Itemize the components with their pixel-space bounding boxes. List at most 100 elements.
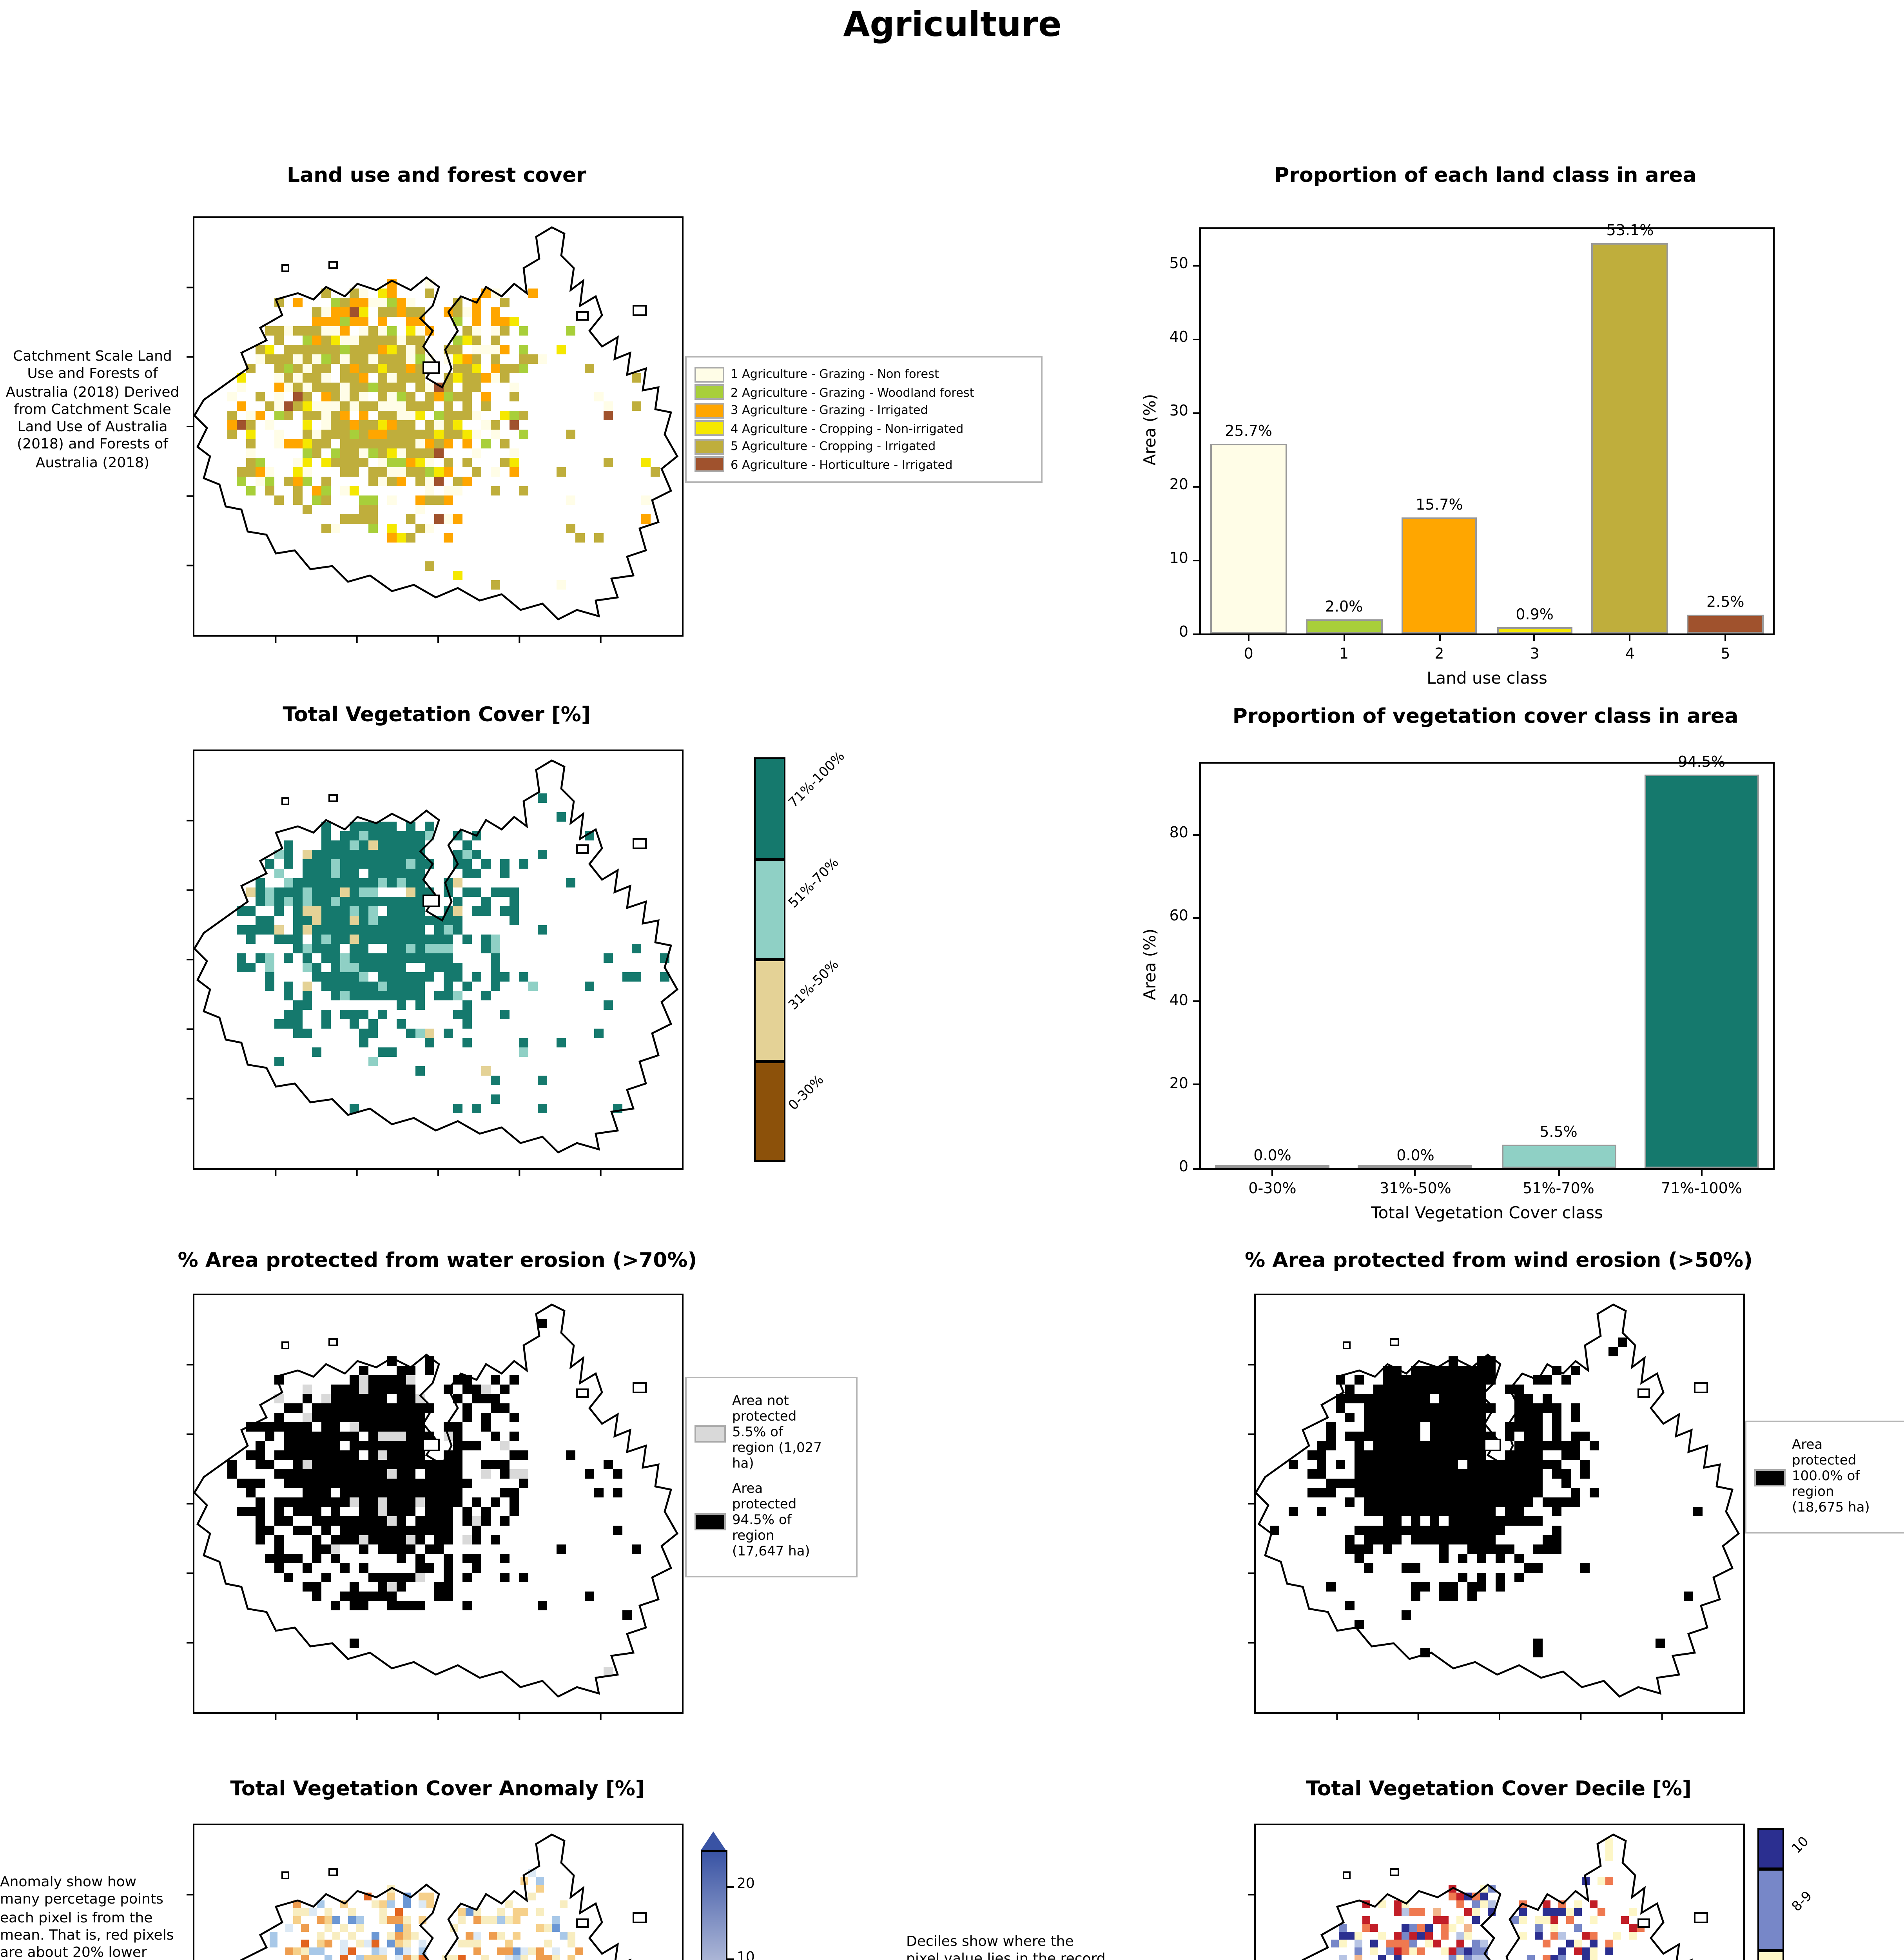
bar-value-label: 53.1% xyxy=(1606,222,1654,240)
y-tick-label: 0 xyxy=(1179,624,1188,641)
x-axis-label: Land use class xyxy=(1427,670,1547,688)
anomaly-colorbar: 20100−10−20 xyxy=(701,1831,755,1960)
x-axis-label: Total Vegetation Cover class xyxy=(1371,1204,1603,1223)
legend-label: 1 Agriculture - Grazing - Non forest xyxy=(731,367,939,381)
x-tick-label: 0 xyxy=(1244,646,1253,663)
bar-71%-100% xyxy=(1644,774,1759,1168)
land-use-map xyxy=(187,216,684,643)
legend-swatch xyxy=(1754,1468,1786,1486)
colorbar-segment xyxy=(754,858,785,960)
bar-2 xyxy=(1401,518,1478,633)
x-tick-label: 3 xyxy=(1530,646,1540,663)
colorbar-tick-label: 10 xyxy=(737,1950,755,1960)
colorbar-segment xyxy=(754,1061,785,1162)
bar-0-30% xyxy=(1215,1165,1330,1168)
colorbar-segment xyxy=(754,757,785,858)
bar-value-label: 94.5% xyxy=(1678,753,1725,771)
bar-1 xyxy=(1306,619,1382,633)
y-tick-label: 20 xyxy=(1169,1075,1188,1093)
y-tick-label: 50 xyxy=(1169,256,1188,274)
colorbar-label: 51%-70% xyxy=(786,856,843,913)
land-class-bar-chart: 0 10 20 30 40 50 25.7% 0 2.0% 1 15.7% 2 0.9% 3 53.1% 4 2… xyxy=(1141,223,1775,688)
legend-label: 2 Agriculture - Grazing - Woodland fores… xyxy=(731,385,974,399)
x-tick-label: 5 xyxy=(1721,646,1730,663)
y-tick-label: 0 xyxy=(1179,1159,1188,1176)
legend-swatch xyxy=(695,366,724,382)
legend-item: 6 Agriculture - Horticulture - Irrigated xyxy=(695,456,1033,472)
legend-item: Area protected 94.5% of region (17,647 h… xyxy=(695,1482,848,1560)
veg-class-bar-chart: 0 20 40 60 80 0.0% 0-30% 0.0% 31%-50% 5.5% 51%-70%… xyxy=(1141,754,1775,1223)
colorbar-segment xyxy=(754,960,785,1061)
x-tick-label: 51%-70% xyxy=(1523,1181,1594,1198)
legend-swatch xyxy=(695,420,724,436)
land-class-chart-title: Proportion of each land class in area xyxy=(1274,165,1697,188)
bar-value-label: 2.0% xyxy=(1325,598,1363,616)
x-tick-label: 0-30% xyxy=(1248,1181,1297,1198)
bar-value-label: 0.9% xyxy=(1516,606,1554,624)
legend-swatch xyxy=(695,1512,726,1530)
bar-31%-50% xyxy=(1358,1165,1473,1168)
legend-item: 1 Agriculture - Grazing - Non forest xyxy=(695,366,1033,382)
anomaly-map-title: Total Vegetation Cover Anomaly [%] xyxy=(230,1778,645,1802)
y-tick-label: 10 xyxy=(1169,550,1188,568)
y-tick-label: 80 xyxy=(1169,825,1188,842)
wind-erosion-map-title: % Area protected from wind erosion (>50%… xyxy=(1245,1250,1753,1273)
bar-0 xyxy=(1210,444,1287,633)
anomaly-note: Anomaly show how many percetage points e… xyxy=(0,1875,174,1960)
bar-4 xyxy=(1592,243,1668,633)
water-erosion-map-title: % Area protected from water erosion (>70… xyxy=(178,1250,697,1273)
legend-swatch xyxy=(695,402,724,418)
legend-label: 4 Agriculture - Cropping - Non-irrigated xyxy=(731,421,964,435)
decile-note: Deciles show where the pixel value lies … xyxy=(906,1935,1110,1960)
x-tick-label: 4 xyxy=(1625,646,1635,663)
land-use-source-note: Catchment Scale Land Use and Forests of … xyxy=(5,350,180,471)
legend-label: 3 Agriculture - Grazing - Irrigated xyxy=(731,403,928,417)
legend-label: Area not protected 5.5% of region (1,027… xyxy=(732,1394,822,1472)
legend-label: 6 Agriculture - Horticulture - Irrigated xyxy=(731,457,953,471)
legend-swatch xyxy=(695,456,724,472)
legend-item: 5 Agriculture - Cropping - Irrigated xyxy=(695,438,1033,454)
colorbar-segment xyxy=(1757,1828,1784,1869)
veg-cover-colorbar: 71%-100% 51%-70% 31%-50% 0-30% xyxy=(754,749,849,1162)
decile-map-title: Total Vegetation Cover Decile [%] xyxy=(1306,1778,1692,1802)
land-use-legend: 1 Agriculture - Grazing - Non forest 2 Ag… xyxy=(685,356,1043,482)
bar-value-label: 15.7% xyxy=(1415,497,1463,515)
y-axis-label: Area (%) xyxy=(1141,928,1160,1000)
veg-class-chart-title: Proportion of vegetation cover class in … xyxy=(1232,706,1739,729)
colorbar-label: 31%-50% xyxy=(786,957,843,1014)
legend-label: 5 Agriculture - Cropping - Irrigated xyxy=(731,439,936,453)
land-use-map-title: Land use and forest cover xyxy=(287,165,586,188)
x-tick-label: 1 xyxy=(1339,646,1349,663)
bar-value-label: 0.0% xyxy=(1253,1148,1291,1165)
y-tick-label: 40 xyxy=(1169,992,1188,1009)
y-tick-label: 30 xyxy=(1169,403,1188,421)
x-tick-label: 31%-50% xyxy=(1380,1181,1451,1198)
decile-colorbar: 108-94-72-31 xyxy=(1757,1828,1816,1960)
legend-item: 2 Agriculture - Grazing - Woodland fores… xyxy=(695,384,1033,400)
water-erosion-legend: Area not protected 5.5% of region (1,027… xyxy=(685,1377,858,1577)
x-tick-label: 2 xyxy=(1434,646,1444,663)
bar-3 xyxy=(1496,627,1573,633)
x-tick-label: 71%-100% xyxy=(1661,1181,1742,1198)
decile-map xyxy=(1248,1824,1745,1960)
legend-swatch xyxy=(695,438,724,454)
colorbar-label: 71%-100% xyxy=(786,749,849,811)
veg-cover-map xyxy=(187,750,684,1176)
legend-item: Area not protected 5.5% of region (1,027… xyxy=(695,1394,848,1472)
page-title: Agriculture xyxy=(843,6,1062,45)
y-tick-label: 40 xyxy=(1169,330,1188,347)
legend-item: 4 Agriculture - Cropping - Non-irrigated xyxy=(695,420,1033,436)
veg-cover-map-title: Total Vegetation Cover [%] xyxy=(283,704,591,728)
bar-value-label: 5.5% xyxy=(1540,1125,1578,1142)
colorbar-segment xyxy=(1757,1951,1784,1960)
colorbar-label: 10 xyxy=(1789,1835,1813,1858)
wind-erosion-legend: Area protected 100.0% of region (18,675 … xyxy=(1745,1421,1904,1534)
legend-swatch xyxy=(695,384,724,400)
colorbar-label: 0-30% xyxy=(786,1073,828,1115)
y-tick-label: 60 xyxy=(1169,908,1188,926)
legend-swatch xyxy=(695,1425,726,1442)
legend-label: Area protected 100.0% of region (18,675 … xyxy=(1792,1438,1870,1516)
colorbar-label: 8-9 xyxy=(1789,1888,1816,1915)
bar-value-label: 0.0% xyxy=(1396,1148,1434,1165)
